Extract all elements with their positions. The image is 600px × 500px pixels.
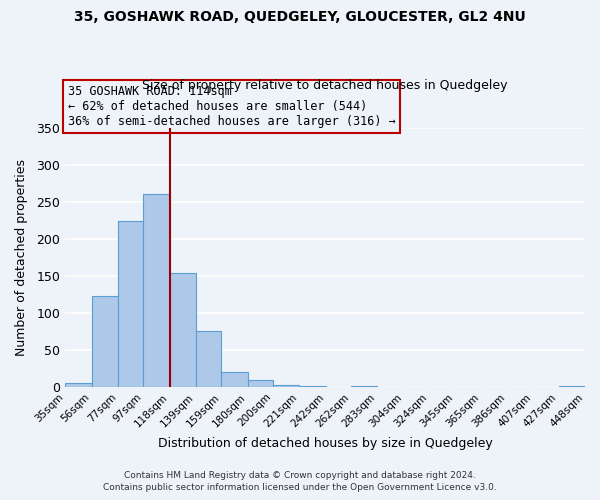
Bar — [118, 221, 143, 387]
Title: Size of property relative to detached houses in Quedgeley: Size of property relative to detached ho… — [142, 79, 508, 92]
Bar — [170, 273, 196, 387]
X-axis label: Distribution of detached houses by size in Quedgeley: Distribution of detached houses by size … — [158, 437, 493, 450]
Bar — [143, 194, 170, 387]
Bar — [196, 330, 221, 387]
Bar — [273, 386, 299, 387]
Bar — [221, 372, 248, 387]
Bar — [248, 380, 273, 387]
Y-axis label: Number of detached properties: Number of detached properties — [15, 159, 28, 356]
Bar — [65, 382, 92, 387]
Bar — [92, 296, 118, 387]
Bar — [299, 386, 326, 387]
Bar — [351, 386, 377, 387]
Bar — [559, 386, 585, 387]
Text: Contains HM Land Registry data © Crown copyright and database right 2024.
Contai: Contains HM Land Registry data © Crown c… — [103, 471, 497, 492]
Text: 35, GOSHAWK ROAD, QUEDGELEY, GLOUCESTER, GL2 4NU: 35, GOSHAWK ROAD, QUEDGELEY, GLOUCESTER,… — [74, 10, 526, 24]
Text: 35 GOSHAWK ROAD: 114sqm
← 62% of detached houses are smaller (544)
36% of semi-d: 35 GOSHAWK ROAD: 114sqm ← 62% of detache… — [68, 85, 395, 128]
